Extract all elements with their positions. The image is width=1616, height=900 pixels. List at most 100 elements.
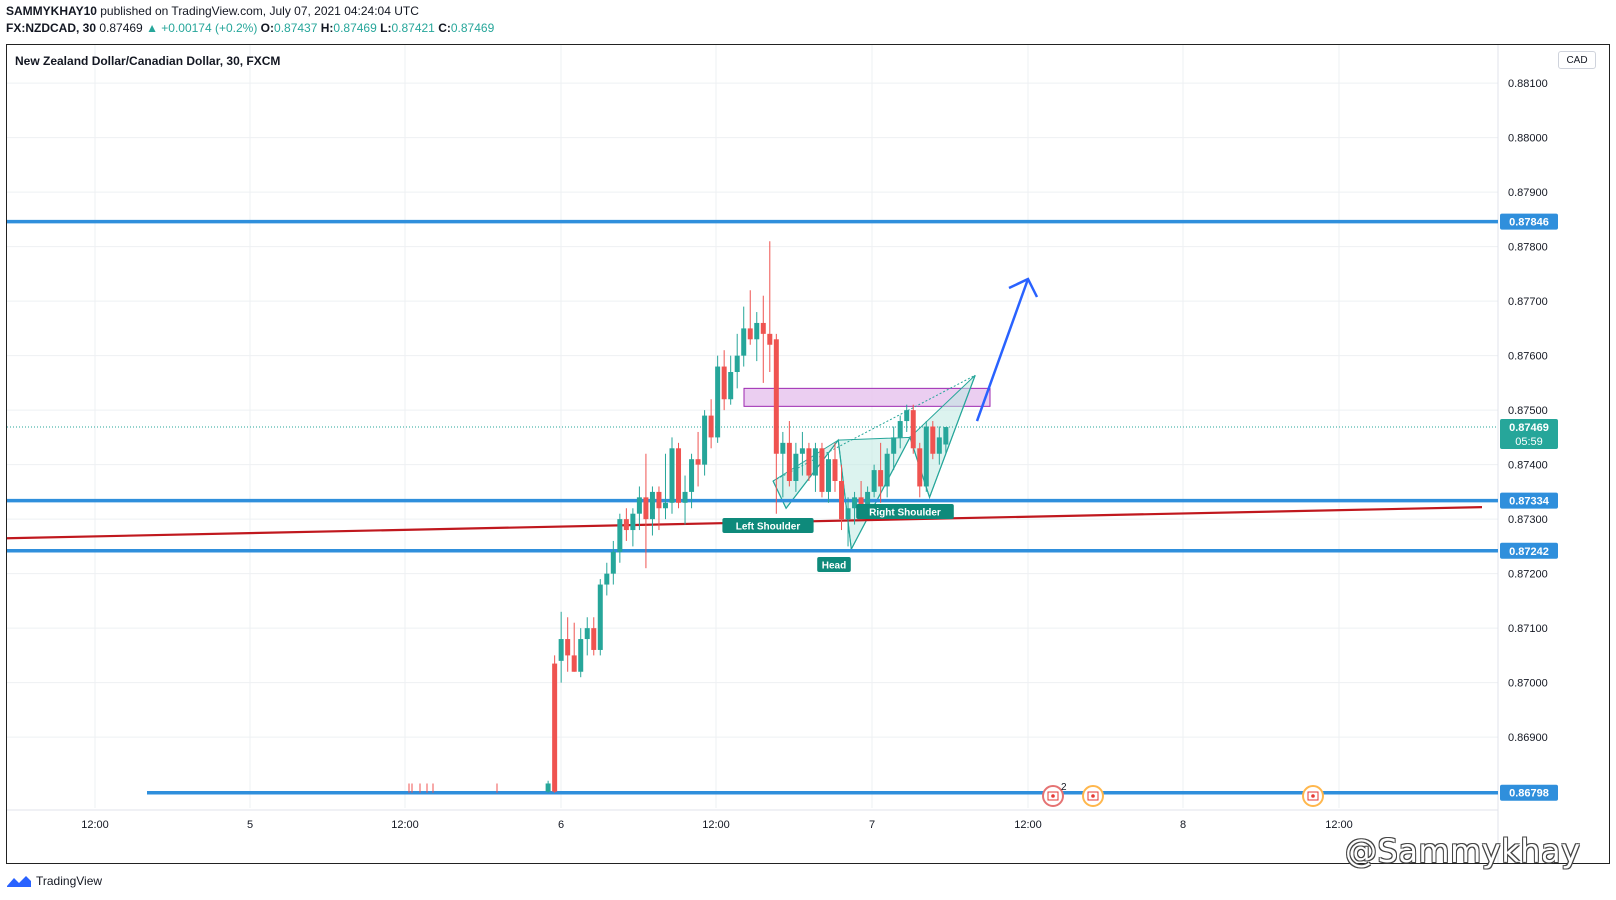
brand-name: TradingView	[36, 874, 103, 888]
x-tick-label: 12:00	[391, 819, 419, 831]
chart-frame[interactable]	[6, 44, 1610, 864]
head-label-bg	[817, 557, 851, 572]
y-tick-label: 0.88000	[1508, 133, 1548, 145]
candle-body	[597, 584, 603, 650]
candle-body	[799, 448, 805, 454]
candle-body	[780, 442, 786, 454]
candle-body	[552, 663, 558, 792]
candle-body	[702, 415, 708, 465]
candle-body	[923, 426, 929, 487]
candle-body	[636, 497, 642, 514]
candle-body	[936, 437, 942, 454]
footer-branding: TradingView	[6, 873, 102, 889]
candle-body	[786, 442, 792, 481]
x-tick-label: 5	[247, 819, 253, 831]
resistance-zone	[743, 387, 991, 407]
candle-body	[591, 628, 597, 650]
x-tick-label: 6	[558, 819, 564, 831]
candle-body	[904, 410, 910, 422]
y-tick-label: 0.87500	[1508, 405, 1548, 417]
high-value: 0.87469	[333, 21, 377, 35]
candle-body	[852, 497, 858, 509]
candle-body	[656, 491, 662, 509]
candle-body	[565, 639, 571, 656]
level-price-label: 0.86798	[1509, 788, 1549, 800]
event-count-label: 2	[1061, 782, 1067, 793]
y-tick-label: 0.87900	[1508, 187, 1548, 199]
high-label: H:	[317, 21, 334, 35]
candle-body	[689, 459, 695, 492]
candle-body	[760, 322, 766, 334]
candle-body	[721, 366, 727, 400]
canada-flag-leaf-icon	[1051, 794, 1055, 798]
candle-body	[806, 448, 812, 476]
candle-body	[845, 508, 851, 520]
level-price-badge	[1500, 784, 1558, 801]
candle-body	[617, 519, 623, 552]
candle-body	[839, 481, 845, 520]
symbol-label: FX:NZDCAD, 30	[6, 21, 97, 35]
candle-body	[630, 513, 636, 531]
candle-body	[676, 448, 682, 503]
left-shoulder-label: Left Shoulder	[736, 522, 801, 533]
candle-body	[767, 333, 773, 345]
x-tick-label: 12:00	[1014, 819, 1042, 831]
last-price-label: 0.87469	[1509, 422, 1549, 434]
candle-body	[871, 470, 877, 492]
x-tick-label: 12:00	[1325, 819, 1353, 831]
price-change: ▲ +0.00174 (+0.2%)	[146, 21, 258, 35]
candle-body	[734, 355, 740, 372]
x-tick-label: 12:00	[702, 819, 730, 831]
candle-body	[865, 491, 871, 509]
candle-body	[897, 421, 903, 438]
y-tick-label: 0.87000	[1508, 678, 1548, 690]
candle-body	[584, 628, 590, 640]
head-label: Head	[822, 561, 846, 572]
projection-arrow	[975, 278, 1030, 422]
candle-body	[623, 519, 629, 531]
close-value: 0.87469	[450, 21, 495, 35]
y-tick-label: 0.86900	[1508, 732, 1548, 744]
candle-body	[878, 470, 884, 487]
candle-body	[832, 459, 838, 481]
candle-body	[825, 459, 831, 492]
x-tick-label: 12:00	[81, 819, 109, 831]
open-label: O:	[257, 21, 275, 35]
candle-body	[604, 573, 610, 585]
candle-body	[643, 497, 649, 520]
candle-body	[649, 491, 655, 520]
candle-body	[610, 551, 616, 574]
level-price-badge	[1500, 492, 1558, 509]
level-price-badge	[1500, 542, 1558, 559]
y-tick-label: 0.88100	[1508, 78, 1548, 90]
candle-body	[571, 655, 577, 672]
candle-body	[793, 453, 799, 481]
bar-countdown-label: 05:59	[1515, 436, 1543, 448]
candle-body	[812, 448, 818, 476]
level-price-label: 0.87846	[1509, 217, 1549, 229]
y-tick-label: 0.87200	[1508, 569, 1548, 581]
candle-body	[682, 491, 688, 503]
candle-body	[662, 502, 668, 509]
candle-body	[715, 366, 721, 438]
publish-info: SAMMYKHAY10 published on TradingView.com…	[6, 4, 419, 18]
candle-body	[773, 339, 779, 454]
candle-body	[884, 453, 890, 487]
y-tick-label: 0.87300	[1508, 514, 1548, 526]
candle-body	[858, 497, 864, 509]
chart-title: New Zealand Dollar/Canadian Dollar, 30, …	[15, 54, 281, 68]
level-price-badge	[1500, 213, 1558, 230]
candle-body	[754, 322, 760, 340]
x-tick-label: 8	[1180, 819, 1186, 831]
level-price-label: 0.87242	[1509, 546, 1549, 558]
low-label: L:	[376, 21, 392, 35]
author-name[interactable]: SAMMYKHAY10	[6, 4, 97, 18]
y-tick-label: 0.87800	[1508, 242, 1548, 254]
x-tick-label: 7	[869, 819, 875, 831]
right-shoulder-label-bg	[856, 504, 954, 519]
currency-badge[interactable]: CAD	[1558, 51, 1596, 69]
candle-body	[943, 427, 949, 445]
candle-body	[891, 437, 897, 454]
y-tick-label: 0.87100	[1508, 623, 1548, 635]
